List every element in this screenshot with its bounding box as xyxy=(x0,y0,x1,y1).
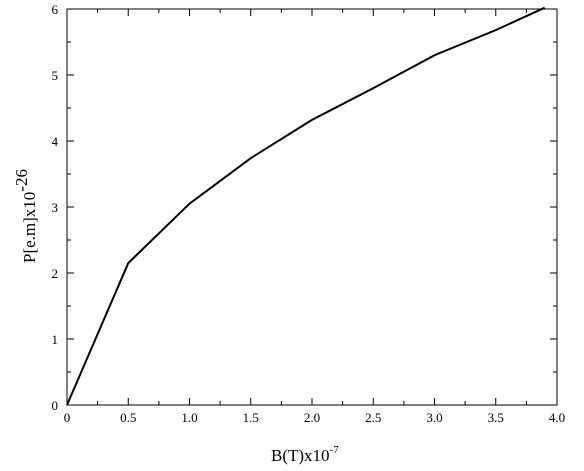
x-tick-label: 1.5 xyxy=(243,410,259,425)
x-tick-label: 2.0 xyxy=(304,410,320,425)
y-axis-label-base: P[e.m]x10 xyxy=(20,192,39,263)
x-axis-label-sup: -7 xyxy=(330,444,340,456)
x-tick-label: 4.0 xyxy=(549,410,565,425)
y-tick-label: 4 xyxy=(52,134,59,149)
x-axis-label-base: B(T)x10 xyxy=(271,446,330,465)
x-tick-label: 2.5 xyxy=(365,410,381,425)
y-tick-label: 5 xyxy=(52,68,59,83)
x-tick-label: 1.0 xyxy=(181,410,197,425)
tick-labels: 0 0.5 1.0 1.5 2.0 2.5 3.0 3.5 4.0 0 1 2 3 4 5 6 xyxy=(52,2,566,425)
y-tick-label: 6 xyxy=(52,2,59,17)
x-axis-label: B(T)x10-7 xyxy=(271,444,339,465)
y-tick-label: 0 xyxy=(52,398,59,413)
series-line xyxy=(66,6,546,406)
x-tick-label: 0 xyxy=(64,410,71,425)
y-tick-label: 2 xyxy=(52,266,59,281)
y-axis-label-sup: -26 xyxy=(12,169,31,192)
plot-frame xyxy=(66,8,558,406)
x-tick-label: 3.0 xyxy=(426,410,442,425)
y-tick-label: 1 xyxy=(52,332,59,347)
series-layer xyxy=(66,6,546,406)
ticks xyxy=(66,8,558,406)
x-tick-label: 0.5 xyxy=(120,410,136,425)
y-tick-label: 3 xyxy=(52,200,59,215)
y-axis-label: P[e.m]x10-26 xyxy=(12,169,39,263)
x-tick-label: 3.5 xyxy=(488,410,504,425)
